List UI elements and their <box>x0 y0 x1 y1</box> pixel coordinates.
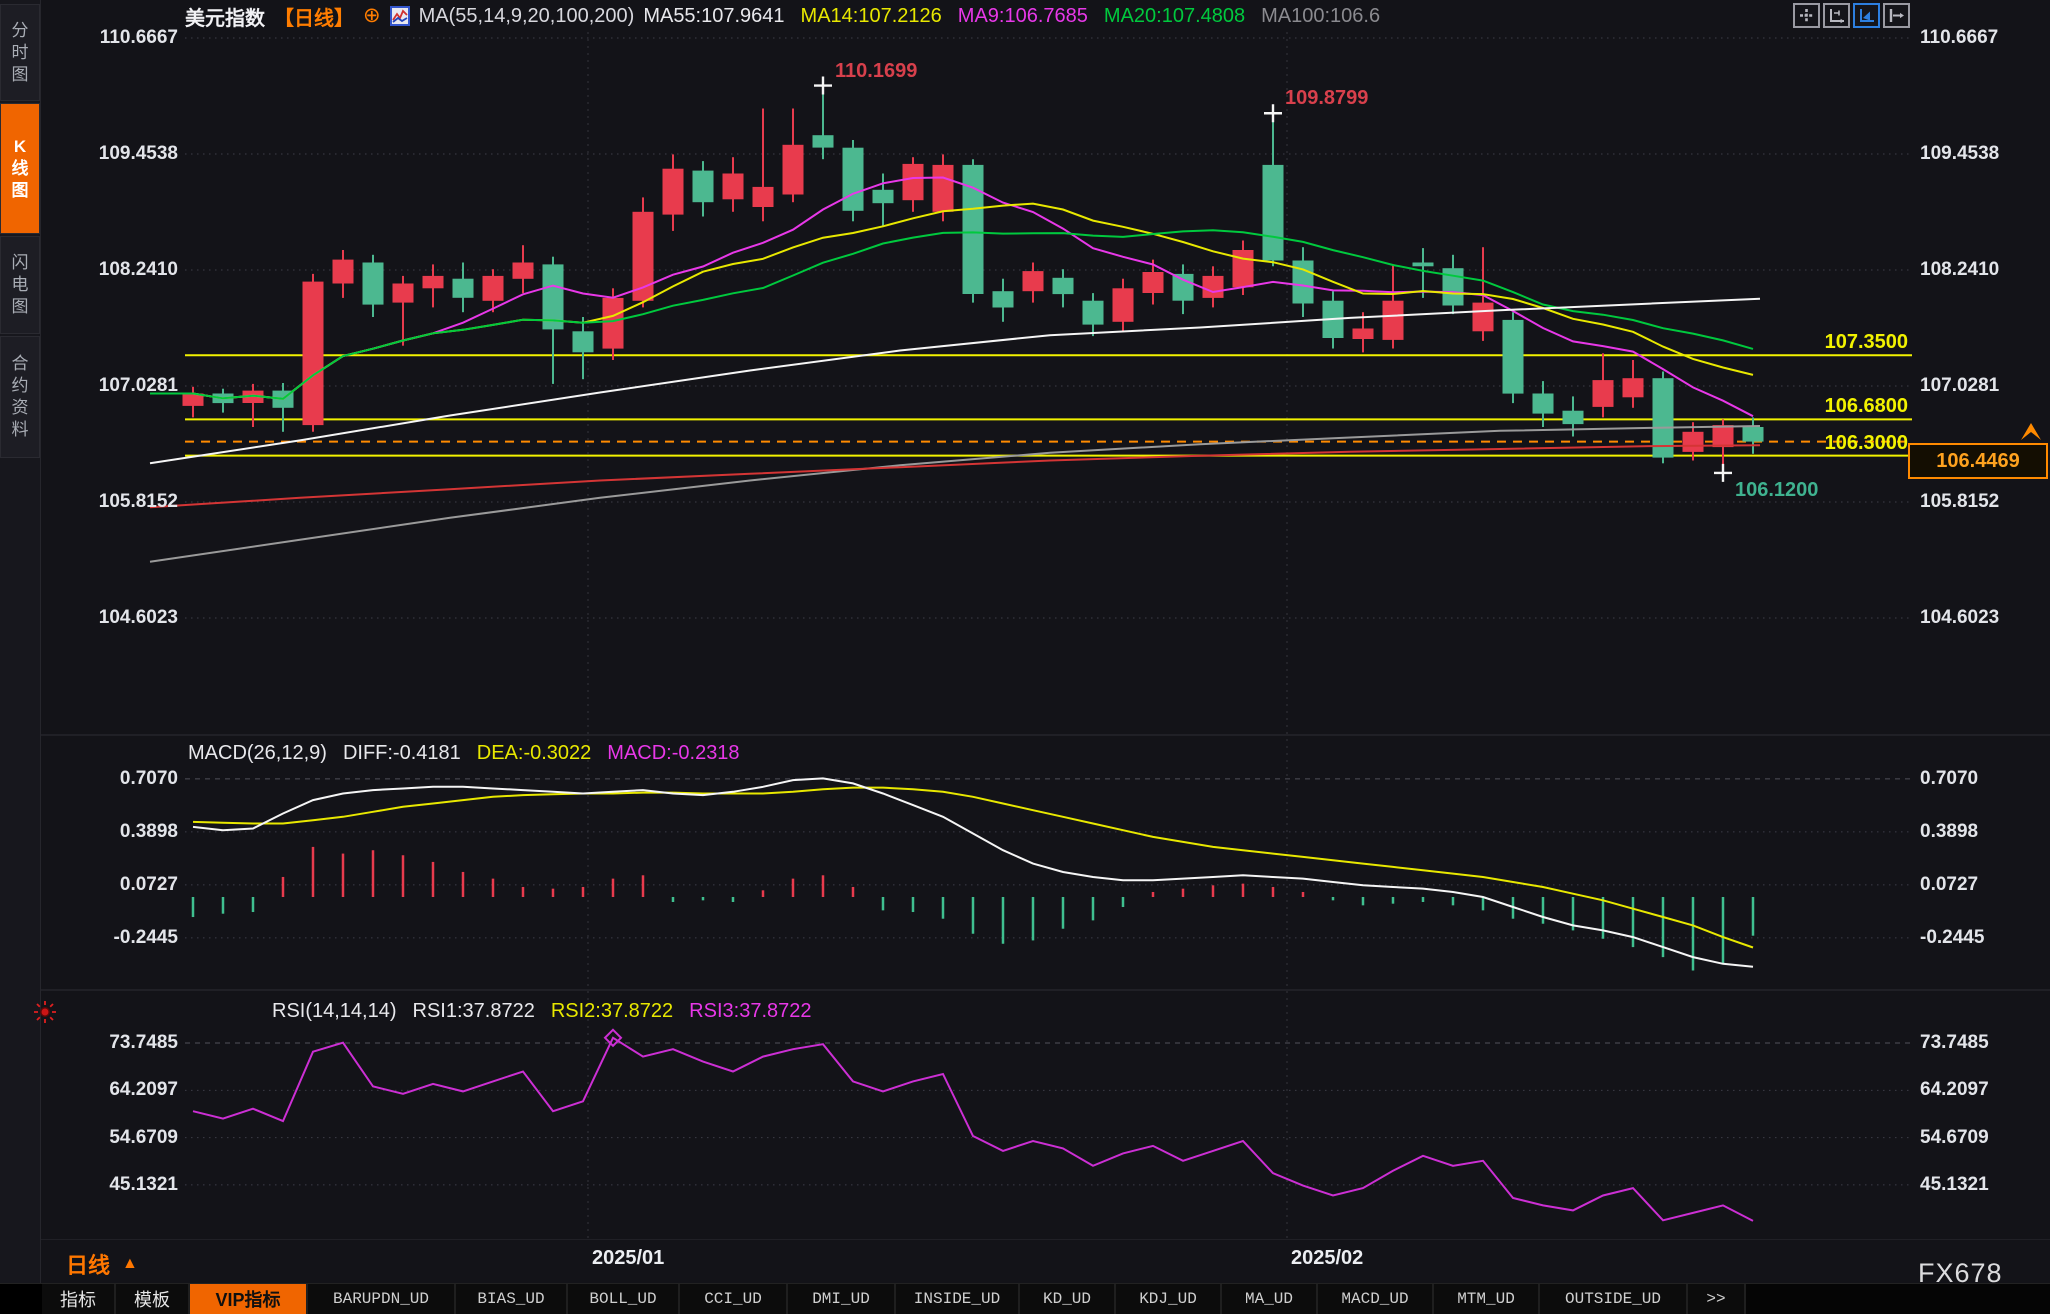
rsi-line <box>192 1036 1754 1222</box>
ma20-line <box>150 229 1754 400</box>
ma55-line <box>149 297 1761 465</box>
sidebar-tab-3[interactable]: 闪电图 <box>0 236 40 334</box>
period-badge[interactable]: 【日线】 <box>274 7 354 30</box>
axis-scale-icon[interactable] <box>1823 3 1850 28</box>
axis-fit-icon[interactable] <box>1853 3 1880 28</box>
sidebar-tab-char: 合 <box>11 354 29 373</box>
x-axis-label: 2025/02 <box>1291 1247 1364 1269</box>
dea-line <box>192 786 1754 949</box>
macd-value: MACD:-0.2318 <box>607 742 740 764</box>
watermark: FX678 <box>1918 1258 2003 1288</box>
indicator-tab-macd-ud[interactable]: MACD_UD <box>1318 1284 1434 1314</box>
ma-value-label: MA9:106.7685 <box>957 4 1088 27</box>
ma-values: MA55:107.9641 MA14:107.2126 MA9:106.7685 MA… <box>643 5 1380 28</box>
indicator-tab-ma-ud[interactable]: MA_UD <box>1222 1284 1318 1314</box>
toolbar-spacer <box>0 1284 42 1314</box>
sidebar-tab-char: 图 <box>11 297 29 316</box>
indicator-tab-inside-ud[interactable]: INSIDE_UD <box>896 1284 1020 1314</box>
indicator-tab--[interactable]: >> <box>1688 1284 1746 1314</box>
ma100-line <box>149 425 1761 563</box>
sidebar-tab-char: 约 <box>11 376 29 395</box>
triangle-up-icon: ▲ <box>122 1255 138 1272</box>
sidebar-tab-1[interactable]: 分时图 <box>0 4 40 101</box>
timeframe-selector[interactable]: 日线 ▲ <box>66 1248 138 1280</box>
sidebar-tab-char: K <box>13 136 27 156</box>
ma-settings-label: MA(55,14,9,20,100,200) <box>418 4 635 27</box>
sidebar-tab-4[interactable]: 合约资料 <box>0 336 40 458</box>
candlestick-series <box>182 85 1764 473</box>
sidebar-tab-char: 资 <box>11 398 29 417</box>
ma-value-label: MA55:107.9641 <box>643 4 785 27</box>
macd-header: MACD(26,12,9) DIFF:-0.4181 DEA:-0.3022 M… <box>188 742 740 765</box>
timeframe-label: 日线 <box>66 1253 111 1278</box>
ma-value-label: MA20:107.4808 <box>1103 4 1246 27</box>
current-price-box: 106.4469 <box>1908 443 2048 479</box>
indicator-tab--[interactable]: 指标 <box>42 1284 116 1314</box>
indicator-tab-kdj-ud[interactable]: KDJ_UD <box>1116 1284 1222 1314</box>
indicator-tab-barupdn-ud[interactable]: BARUPDN_UD <box>308 1284 456 1314</box>
extreme-cross-marker <box>814 76 832 95</box>
indicator-toolbar: 指标 模板 VIP指标 BARUPDN_UD BIAS_UD BOLL_UD CCI_UD D… <box>0 1283 2050 1314</box>
chart-canvas[interactable] <box>0 0 2050 1240</box>
indicator-tab-bias-ud[interactable]: BIAS_UD <box>456 1284 568 1314</box>
price-up-arrow-icon <box>2021 423 2041 440</box>
indicator-tab-dmi-ud[interactable]: DMI_UD <box>788 1284 896 1314</box>
indicator-tab-cci-ud[interactable]: CCI_UD <box>680 1284 788 1314</box>
indicator-tab-outside-ud[interactable]: OUTSIDE_UD <box>1540 1284 1688 1314</box>
chart-toolbar-icons <box>1793 3 1910 28</box>
macd-diff-value: DIFF:-0.4181 <box>342 742 461 764</box>
chart-header: 美元指数 【日线】 ⊕ MA(55,14,9,20,100,200) MA55:… <box>185 3 1380 30</box>
ma-value-label: MA14:107.2126 <box>800 4 942 27</box>
rsi2-value: RSI2:37.8722 <box>550 1000 674 1022</box>
add-indicator-icon[interactable]: ⊕ <box>363 4 381 27</box>
ma200-line <box>149 444 1761 509</box>
sidebar-tab-char: 线 <box>11 158 29 178</box>
indicator-chart-icon[interactable] <box>389 6 410 26</box>
pane-grid-icon[interactable] <box>1793 3 1820 28</box>
pan-right-icon[interactable] <box>1883 3 1910 28</box>
rsi1-value: RSI1:37.8722 <box>412 1000 535 1022</box>
sidebar-tab-char: 分 <box>11 20 29 40</box>
macd-title: MACD(26,12,9) <box>188 742 327 764</box>
rsi3-value: RSI3:37.8722 <box>689 1000 812 1022</box>
x-axis-label: 2025/01 <box>592 1247 665 1269</box>
extreme-cross-marker <box>1264 104 1282 123</box>
indicator-tab--[interactable]: 模板 <box>116 1284 190 1314</box>
indicator-tab-boll-ud[interactable]: BOLL_UD <box>568 1284 680 1314</box>
extreme-cross-marker <box>1714 463 1732 482</box>
sidebar-tab-char: 闪 <box>11 253 29 272</box>
ma-value-label: MA100:106.6 <box>1261 4 1381 27</box>
sidebar-tab-char: 料 <box>11 420 29 439</box>
alert-blinker-icon[interactable] <box>33 1000 57 1024</box>
diff-line <box>192 777 1754 968</box>
symbol-name: 美元指数 <box>185 7 265 30</box>
indicator-tab-mtm-ud[interactable]: MTM_UD <box>1434 1284 1540 1314</box>
sidebar-tab-char: 图 <box>11 64 29 84</box>
indicator-tab-kd-ud[interactable]: KD_UD <box>1020 1284 1116 1314</box>
rsi-peak-marker <box>603 1028 623 1048</box>
sidebar-tab-char: 电 <box>11 275 29 294</box>
indicator-tab-vip-[interactable]: VIP指标 <box>190 1284 308 1314</box>
rsi-header: RSI(14,14,14) RSI1:37.8722 RSI2:37.8722 … <box>272 1000 812 1023</box>
sidebar-tab-char: 时 <box>11 42 29 62</box>
sidebar-tab-char: 图 <box>11 180 29 200</box>
macd-dea-value: DEA:-0.3022 <box>476 742 592 764</box>
rsi-title: RSI(14,14,14) <box>272 1000 397 1022</box>
